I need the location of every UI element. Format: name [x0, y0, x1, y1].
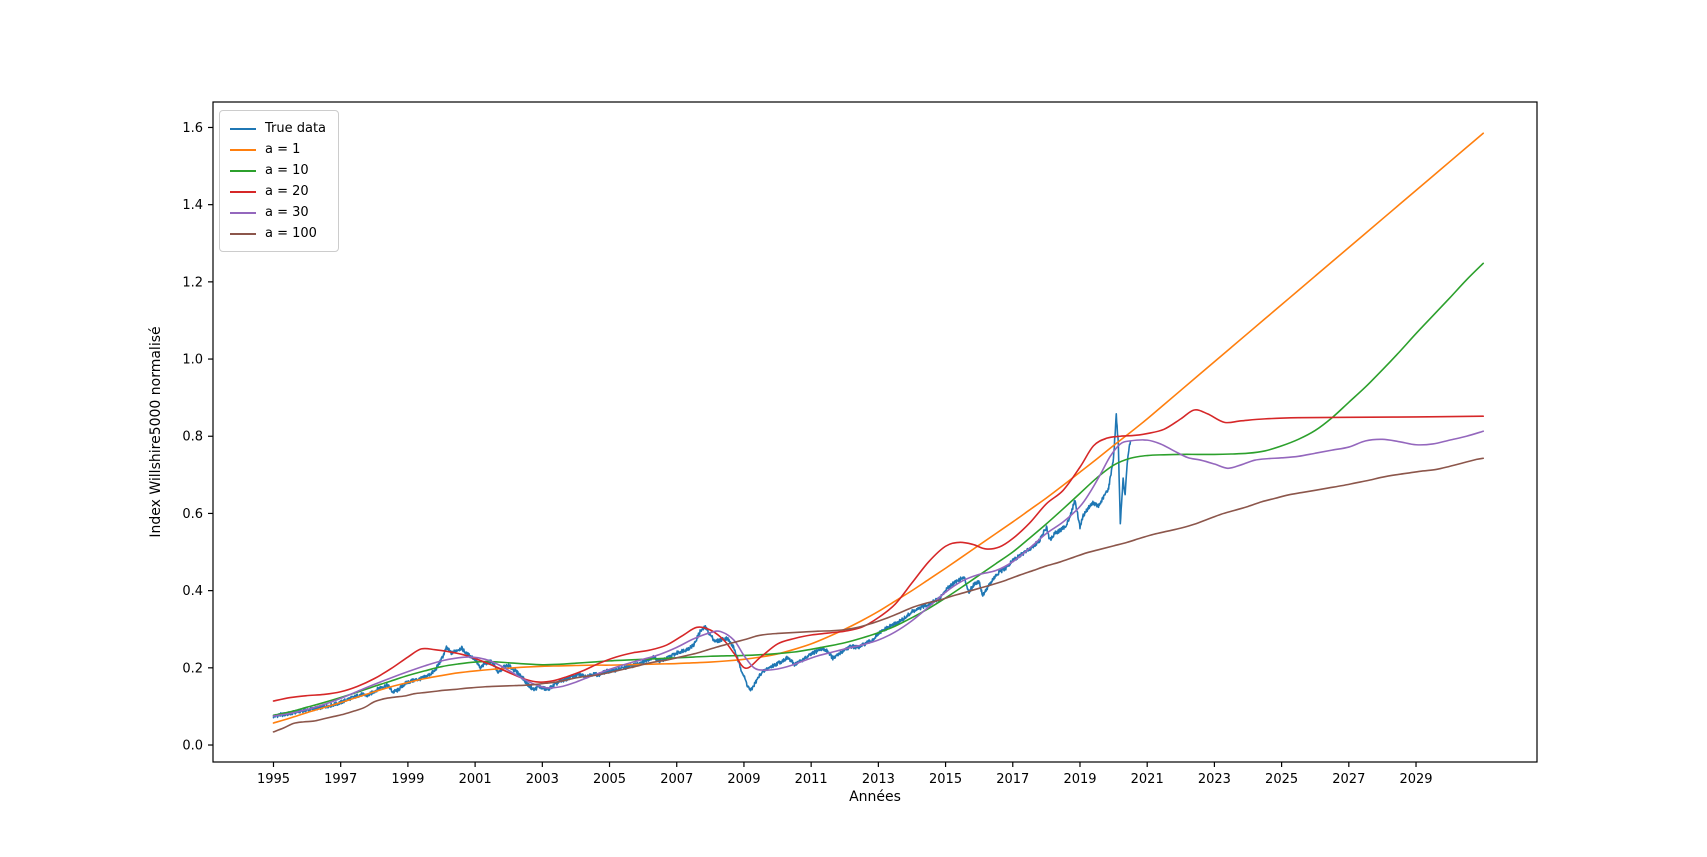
legend-label-a-30: a = 30 — [265, 205, 309, 220]
x-tick-label-2003: 2003 — [526, 772, 559, 787]
legend-swatch-true-data — [230, 127, 256, 130]
y-tick-label-1.4: 1.4 — [182, 198, 203, 213]
x-tick-label-2007: 2007 — [660, 772, 693, 787]
legend-label-true-data: True data — [265, 121, 327, 136]
series-a-1-line — [272, 132, 1485, 724]
series-a-100-line — [272, 457, 1485, 733]
x-tick-label-2023: 2023 — [1198, 772, 1231, 787]
legend-item-a-20: a = 20 — [230, 181, 326, 202]
legend-box: True data a = 1 a = 10 a = 20 a = 30 a = 100 — [219, 110, 340, 252]
y-tick-label-0.4: 0.4 — [182, 584, 203, 599]
x-tick-label-1995: 1995 — [257, 772, 290, 787]
series-a-10-line — [272, 262, 1485, 717]
x-tick-label-2005: 2005 — [593, 772, 626, 787]
legend-swatch-a-30 — [230, 211, 256, 214]
legend-label-a-100: a = 100 — [265, 226, 317, 241]
legend-label-a-1: a = 1 — [265, 142, 301, 157]
x-tick-label-1999: 1999 — [391, 772, 424, 787]
x-tick-label-2013: 2013 — [862, 772, 895, 787]
series-a-20-line — [272, 409, 1485, 702]
x-tick-label-2027: 2027 — [1332, 772, 1365, 787]
x-tick-label-2011: 2011 — [795, 772, 828, 787]
legend-swatch-a-100 — [230, 232, 256, 235]
x-tick-label-2015: 2015 — [929, 772, 962, 787]
legend-item-true-data: True data — [230, 118, 326, 139]
legend-item-a-10: a = 10 — [230, 160, 326, 181]
legend-swatch-a-1 — [230, 148, 256, 151]
y-tick-label-1.6: 1.6 — [182, 121, 203, 136]
x-tick-label-2009: 2009 — [727, 772, 760, 787]
legend-item-a-30: a = 30 — [230, 202, 326, 223]
x-tick-label-2025: 2025 — [1265, 772, 1298, 787]
legend-item-a-100: a = 100 — [230, 223, 326, 244]
x-tick-label-1997: 1997 — [324, 772, 357, 787]
y-tick-label-0.8: 0.8 — [182, 430, 203, 445]
legend-label-a-10: a = 10 — [265, 163, 309, 178]
x-tick-label-2001: 2001 — [459, 772, 492, 787]
legend-label-a-20: a = 20 — [265, 184, 309, 199]
y-tick-label-0.6: 0.6 — [182, 507, 203, 522]
x-tick-label-2029: 2029 — [1399, 772, 1432, 787]
y-axis-label: Index Willshire5000 normalisé — [148, 326, 164, 538]
legend-swatch-a-10 — [230, 169, 256, 172]
legend-item-a-1: a = 1 — [230, 139, 326, 160]
x-tick-label-2017: 2017 — [996, 772, 1029, 787]
plot-frame — [212, 101, 1538, 763]
y-tick-label-0.0: 0.0 — [182, 739, 203, 754]
x-tick-label-2021: 2021 — [1131, 772, 1164, 787]
series-a-30-line — [272, 430, 1485, 717]
series-true-data-line — [272, 413, 1132, 719]
y-tick-label-1.0: 1.0 — [182, 353, 203, 368]
x-axis-label: Années — [849, 789, 901, 805]
legend-swatch-a-20 — [230, 190, 256, 193]
y-tick-label-0.2: 0.2 — [182, 661, 203, 676]
y-tick-label-1.2: 1.2 — [182, 275, 203, 290]
x-tick-label-2019: 2019 — [1063, 772, 1096, 787]
